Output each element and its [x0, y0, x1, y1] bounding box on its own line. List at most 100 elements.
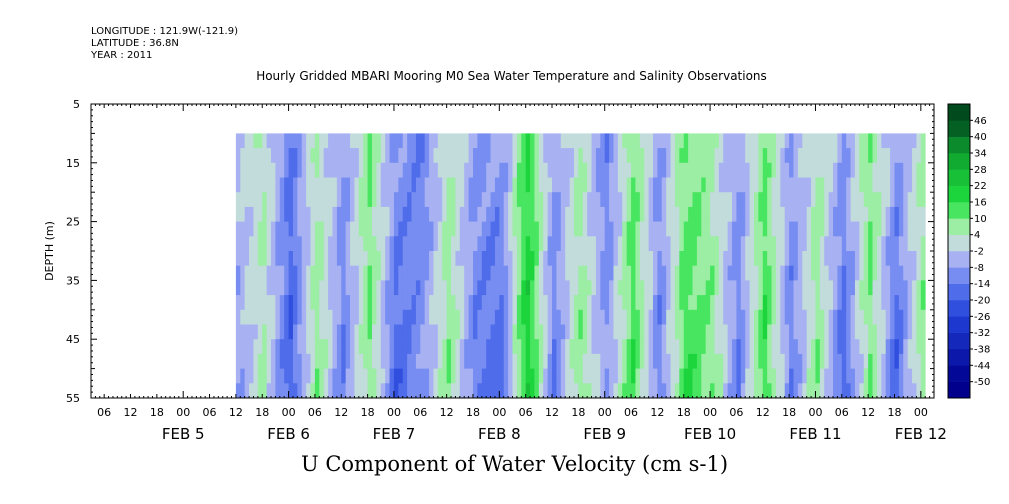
heatmap-cell — [833, 133, 838, 149]
heatmap-cell — [903, 177, 909, 193]
heatmap-cell — [560, 177, 566, 193]
heatmap-cell — [850, 221, 856, 237]
heatmap-cell — [573, 251, 579, 267]
heatmap-cell — [833, 280, 838, 296]
heatmap-cell — [727, 368, 733, 384]
heatmap-cell — [920, 339, 926, 355]
heatmap-cell — [486, 368, 491, 384]
heatmap-cell — [841, 265, 847, 281]
heatmap-cell — [907, 295, 913, 311]
heatmap-cell — [718, 324, 724, 340]
heatmap-cell — [499, 206, 505, 222]
heatmap-cell — [455, 221, 461, 237]
heatmap-cell — [903, 339, 909, 355]
heatmap-cell — [753, 192, 759, 208]
heatmap-cell — [472, 383, 478, 399]
heatmap-cell — [894, 353, 900, 369]
heatmap-cell — [718, 353, 724, 369]
heatmap-cell — [297, 339, 303, 355]
heatmap-cell — [705, 339, 711, 355]
heatmap-cell — [271, 236, 276, 252]
heatmap-cell — [666, 221, 671, 237]
heatmap-cell — [859, 221, 865, 237]
heatmap-cell — [631, 148, 636, 164]
x-day-label: FEB 9 — [583, 425, 626, 443]
heatmap-cell — [275, 251, 281, 267]
heatmap-cell — [714, 383, 720, 399]
heatmap-cell — [907, 353, 913, 369]
heatmap-cell — [780, 251, 786, 267]
heatmap-cell — [815, 368, 821, 384]
heatmap-cell — [367, 251, 373, 267]
heatmap-cell — [885, 148, 891, 164]
heatmap-cell — [775, 133, 781, 149]
heatmap-cell — [710, 295, 715, 311]
heatmap-cell — [771, 162, 777, 178]
heatmap-cell — [705, 353, 711, 369]
heatmap-cell — [635, 192, 641, 208]
heatmap-cell — [508, 177, 513, 193]
heatmap-cell — [916, 324, 922, 340]
heatmap-cell — [758, 353, 764, 369]
colorbar-label: 22 — [974, 181, 987, 192]
heatmap-cell — [890, 383, 895, 399]
heatmap-cell — [907, 148, 913, 164]
heatmap-cell — [257, 192, 263, 208]
heatmap-cell — [863, 162, 869, 178]
heatmap-cell — [762, 133, 768, 149]
heatmap-cell — [723, 251, 729, 267]
heatmap-cell — [314, 324, 320, 340]
heatmap-cell — [407, 339, 412, 355]
heatmap-cell — [310, 280, 316, 296]
heatmap-cell — [657, 295, 663, 311]
heatmap-cell — [380, 177, 386, 193]
heatmap-cell — [490, 251, 496, 267]
heatmap-cell — [402, 192, 408, 208]
heatmap-cell — [727, 148, 733, 164]
heatmap-cell — [472, 295, 478, 311]
heatmap-cell — [573, 221, 579, 237]
heatmap-cell — [319, 192, 325, 208]
heatmap-cell — [503, 324, 509, 340]
heatmap-cell — [916, 383, 922, 399]
heatmap-cell — [389, 133, 395, 149]
heatmap-cell — [552, 324, 557, 340]
heatmap-cell — [534, 295, 540, 311]
heatmap-cell — [310, 133, 316, 149]
heatmap-cell — [578, 280, 584, 296]
heatmap-cell — [767, 383, 772, 399]
heatmap-cell — [323, 192, 329, 208]
heatmap-cell — [723, 280, 729, 296]
heatmap-cell — [257, 177, 263, 193]
heatmap-cell — [872, 280, 878, 296]
heatmap-cell — [486, 309, 491, 325]
heatmap-cell — [705, 280, 711, 296]
heatmap-cell — [793, 221, 799, 237]
heatmap-cell — [288, 192, 294, 208]
heatmap-cell — [916, 280, 922, 296]
heatmap-cell — [253, 162, 259, 178]
heatmap-cell — [345, 353, 351, 369]
heatmap-cell — [604, 177, 610, 193]
heatmap-cell — [609, 251, 614, 267]
heatmap-cell — [301, 192, 307, 208]
heatmap-cell — [648, 265, 654, 281]
heatmap-cell — [653, 265, 658, 281]
heatmap-cell — [771, 353, 777, 369]
heatmap-cell — [854, 133, 860, 149]
heatmap-cell — [591, 162, 597, 178]
heatmap-cell — [705, 265, 711, 281]
heatmap-cell — [393, 383, 399, 399]
heatmap-cell — [613, 339, 619, 355]
heatmap-cell — [310, 353, 316, 369]
heatmap-cell — [578, 353, 584, 369]
heatmap-cell — [714, 221, 720, 237]
heatmap-cell — [354, 133, 360, 149]
heatmap-cell — [446, 221, 452, 237]
heatmap-cell — [266, 295, 272, 311]
heatmap-cell — [806, 177, 812, 193]
heatmap-cell — [565, 206, 570, 222]
heatmap-cell — [521, 192, 527, 208]
heatmap-cell — [863, 236, 869, 252]
heatmap-cell — [565, 324, 570, 340]
